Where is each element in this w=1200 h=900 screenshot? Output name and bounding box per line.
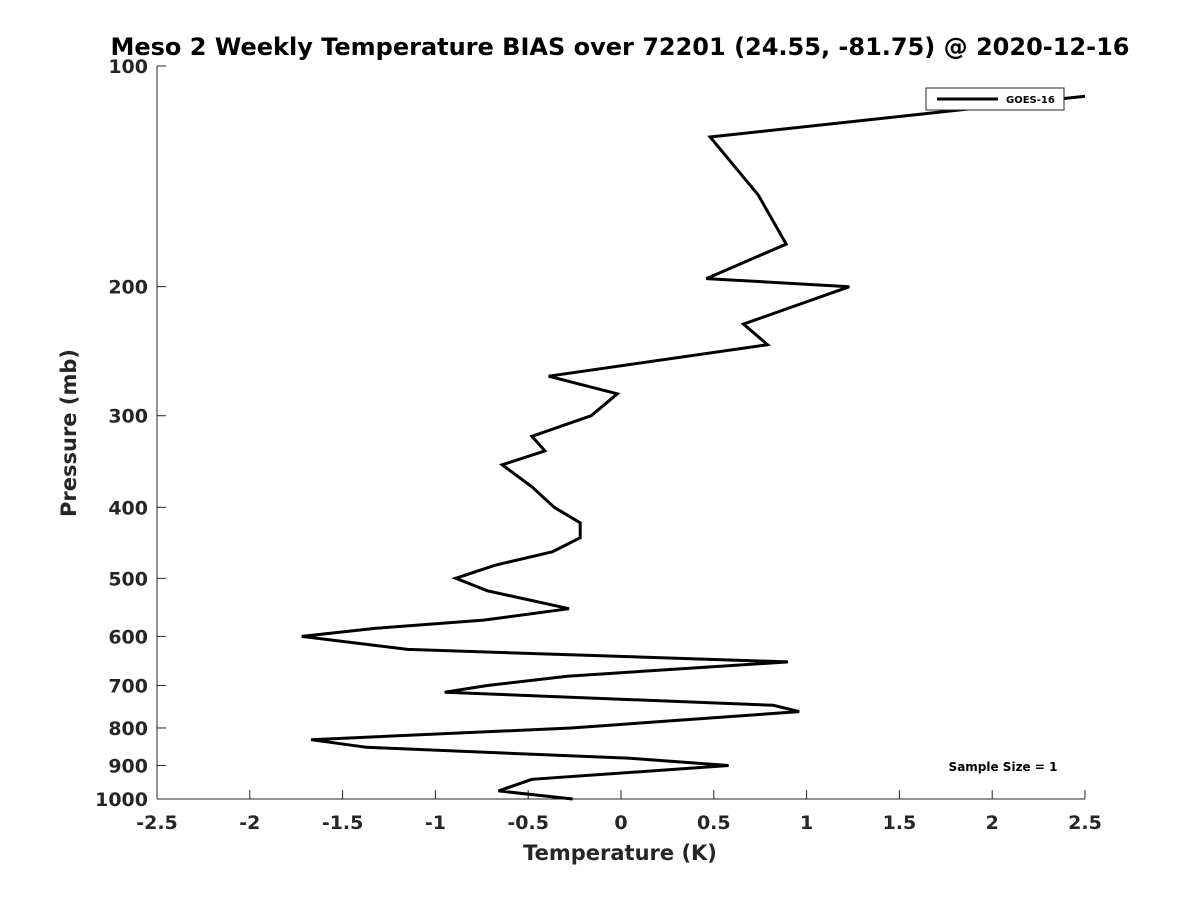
y-tick-label: 200 [108, 277, 148, 299]
y-tick-label: 300 [108, 406, 148, 428]
x-tick-label: -2 [239, 812, 260, 834]
series-line-goes-16 [301, 94, 1086, 801]
chart-title: Meso 2 Weekly Temperature BIAS over 7220… [110, 33, 1129, 61]
x-tick-label: -2.5 [136, 812, 178, 834]
y-axis-ticks: 100 200 300 400 500 600 700 800 900 1000 [95, 56, 166, 811]
legend-label-goes-16: GOES-16 [1006, 95, 1055, 106]
x-tick-label: 0.5 [697, 812, 731, 834]
x-tick-label: -0.5 [507, 812, 549, 834]
x-tick-label: 1 [800, 812, 813, 834]
y-tick-label: 400 [108, 497, 148, 519]
y-tick-label: 900 [108, 755, 148, 777]
y-tick-label: 500 [108, 568, 148, 590]
sample-size-annotation: Sample Size = 1 [949, 760, 1058, 774]
y-tick-label: 800 [108, 718, 148, 740]
x-tick-label: 2 [986, 812, 999, 834]
y-tick-label: 600 [108, 626, 148, 648]
x-axis-ticks: -2.5 -2 -1.5 -1 -0.5 0 0.5 1 1.5 2 2.5 [136, 790, 1102, 834]
y-tick-label: 100 [108, 56, 148, 78]
x-tick-label: -1 [425, 812, 446, 834]
x-tick-label: -1.5 [322, 812, 364, 834]
y-axis-label: Pressure (mb) [57, 349, 81, 517]
x-axis-label: Temperature (K) [523, 841, 717, 865]
legend: GOES-16 [925, 87, 1065, 111]
y-tick-label: 1000 [95, 789, 148, 811]
x-tick-label: 2.5 [1068, 812, 1102, 834]
x-tick-label: 0 [614, 812, 627, 834]
series-layer [301, 94, 1086, 801]
x-tick-label: 1.5 [883, 812, 917, 834]
y-tick-label: 700 [108, 675, 148, 697]
